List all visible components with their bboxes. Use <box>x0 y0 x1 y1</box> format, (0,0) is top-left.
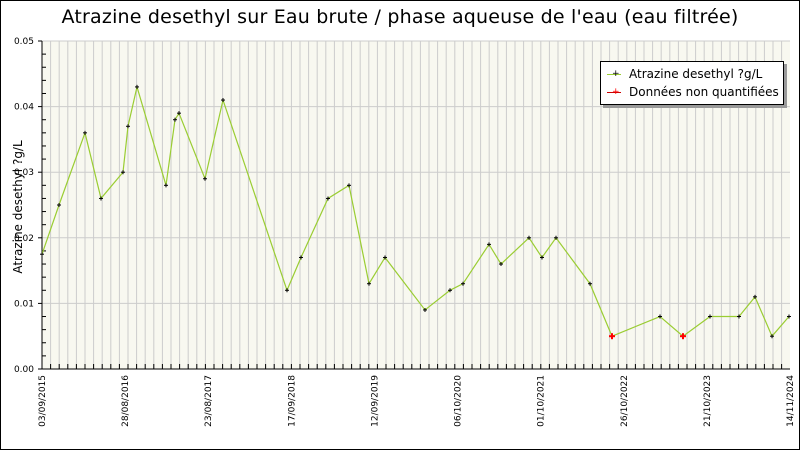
y-tick-label: 0.00 <box>14 365 34 375</box>
y-tick-label: 0.02 <box>14 234 34 244</box>
legend-item-measured: + Atrazine desethyl ?g/L <box>607 66 762 82</box>
legend-swatch-measured: + <box>607 69 621 79</box>
y-tick-label: 0.04 <box>14 103 34 113</box>
y-tick-label: 0.03 <box>14 168 34 178</box>
legend: + Atrazine desethyl ?g/L + Données non q… <box>600 61 784 105</box>
x-tick-label: 14/11/2024 <box>786 375 796 427</box>
x-tick-label: 12/09/2019 <box>370 375 380 427</box>
y-tick-label: 0.05 <box>14 37 34 47</box>
x-tick-label: 03/09/2015 <box>38 375 48 427</box>
x-tick-label: 23/08/2017 <box>204 375 214 427</box>
x-tick-label: 06/10/2020 <box>454 375 464 427</box>
x-tick-label: 21/10/2023 <box>703 375 713 427</box>
x-tick-label: 28/08/2016 <box>121 375 131 427</box>
legend-label-measured: Atrazine desethyl ?g/L <box>629 67 763 81</box>
x-tick-label: 01/10/2021 <box>537 375 547 427</box>
chart-title: Atrazine desethyl sur Eau brute / phase … <box>61 6 739 28</box>
legend-label-non-quantified: Données non quantifiées <box>629 85 779 99</box>
legend-swatch-non-quantified: + <box>607 87 621 97</box>
legend-item-non-quantified: + Données non quantifiées <box>607 84 779 100</box>
x-tick-label: 26/10/2022 <box>620 375 630 427</box>
x-tick-label: 17/09/2018 <box>287 375 297 427</box>
y-tick-label: 0.01 <box>14 299 34 309</box>
